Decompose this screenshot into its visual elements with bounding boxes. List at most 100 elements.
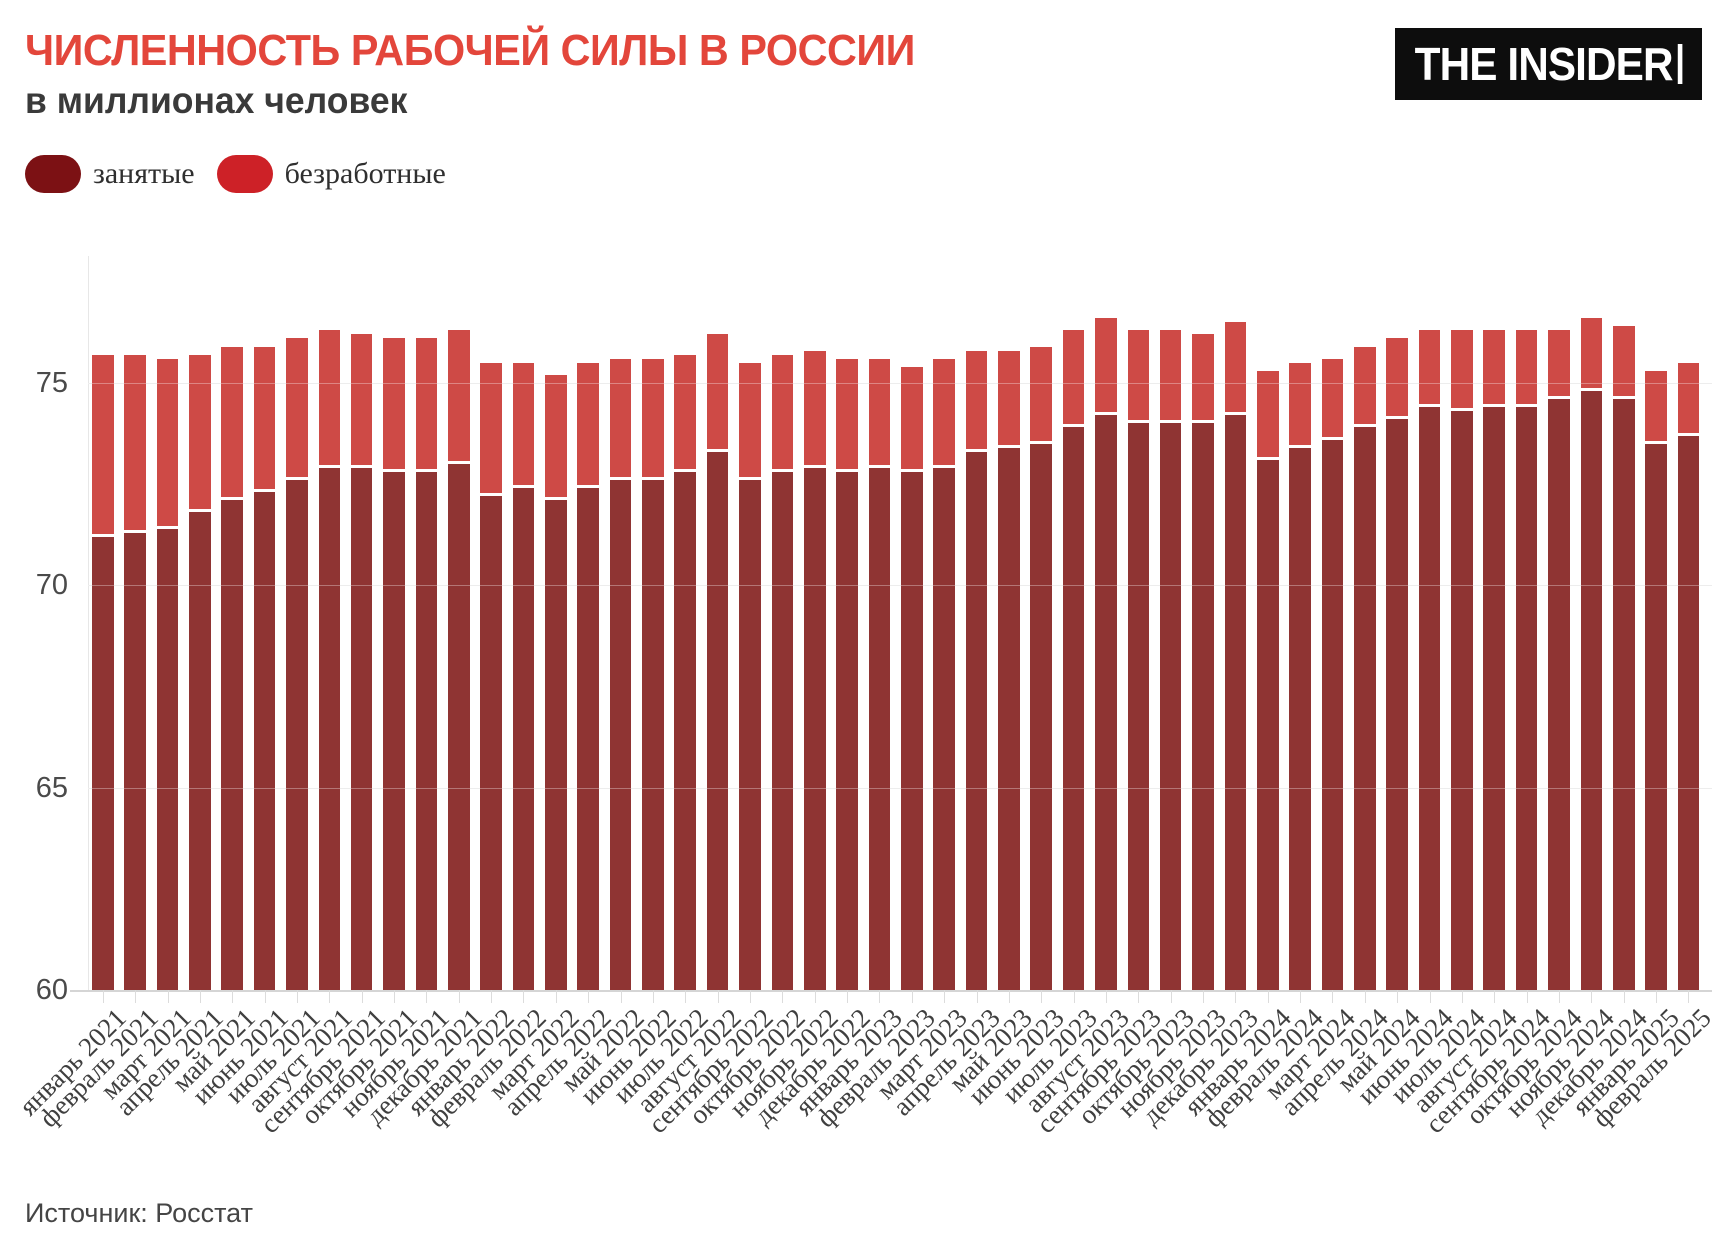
x-axis-tick bbox=[264, 990, 266, 1003]
bar-segment-employed bbox=[318, 467, 341, 990]
bar-segment-unemployed bbox=[642, 358, 664, 478]
legend-swatch-unemployed bbox=[216, 155, 273, 193]
bar-segment-unemployed bbox=[1095, 318, 1117, 413]
bar-segment-employed bbox=[836, 471, 858, 990]
legend-swatch-employed bbox=[25, 155, 81, 193]
x-axis-tick bbox=[652, 990, 654, 1003]
x-axis-tick bbox=[1591, 990, 1593, 1003]
x-axis-tick bbox=[1364, 990, 1366, 1003]
x-axis-tick bbox=[1494, 990, 1496, 1003]
x-axis-tick bbox=[879, 990, 881, 1003]
bar-segment-employed bbox=[1354, 427, 1376, 990]
bar-segment-employed bbox=[642, 480, 664, 990]
bar-segment-employed bbox=[480, 496, 502, 990]
source-note: Источник: Росстат bbox=[25, 1198, 253, 1228]
bar-segment-employed bbox=[415, 471, 438, 990]
x-axis-tick bbox=[588, 990, 590, 1003]
bar-segment-employed bbox=[1451, 411, 1473, 990]
gridline-65 bbox=[88, 787, 1712, 789]
x-axis-tick bbox=[1688, 990, 1690, 1003]
x-axis-tick bbox=[555, 990, 557, 1003]
bar-segment-unemployed bbox=[1386, 338, 1408, 417]
bar-segment-employed bbox=[1030, 443, 1053, 990]
bar-segment-employed bbox=[901, 471, 923, 990]
bar-segment-employed bbox=[92, 536, 114, 990]
x-axis-tick bbox=[167, 990, 169, 1003]
bar-segment-unemployed bbox=[545, 374, 567, 498]
x-axis-tick bbox=[1008, 990, 1010, 1003]
bar-segment-employed bbox=[253, 492, 276, 990]
bar-segment-employed bbox=[1483, 407, 1506, 990]
bar-segment-employed bbox=[189, 512, 211, 990]
bar-segment-unemployed bbox=[836, 358, 858, 469]
legend-label-unemployed: безработные bbox=[284, 157, 446, 190]
legend-item-employed: занятые bbox=[25, 155, 195, 193]
bar-segment-unemployed bbox=[1062, 330, 1085, 425]
bar-segment-unemployed bbox=[1192, 334, 1214, 421]
bar-segment-unemployed bbox=[447, 330, 470, 461]
bar-segment-employed bbox=[803, 467, 826, 990]
x-axis-tick bbox=[523, 990, 525, 1003]
legend: занятые безработные bbox=[25, 155, 446, 193]
bar-segment-unemployed bbox=[706, 334, 729, 449]
x-axis-tick bbox=[361, 990, 363, 1003]
x-axis-tick bbox=[847, 990, 849, 1003]
x-axis-tick bbox=[1203, 990, 1205, 1003]
x-axis-tick bbox=[1267, 990, 1269, 1003]
bar-segment-employed bbox=[1159, 423, 1182, 990]
bar-segment-unemployed bbox=[1677, 362, 1700, 433]
bar-segment-unemployed bbox=[415, 338, 438, 469]
bar-segment-unemployed bbox=[286, 338, 308, 478]
x-axis-tick bbox=[814, 990, 816, 1003]
bar-segment-employed bbox=[868, 467, 891, 990]
legend-item-unemployed: безработные bbox=[216, 155, 446, 193]
bar-segment-employed bbox=[1677, 435, 1700, 990]
bar-segment-unemployed bbox=[124, 354, 146, 530]
bar-segment-unemployed bbox=[1515, 330, 1538, 405]
logo-cursor-bar bbox=[1677, 44, 1683, 84]
bar-segment-employed bbox=[383, 471, 405, 990]
x-axis-tick bbox=[717, 990, 719, 1003]
x-axis-tick bbox=[1332, 990, 1334, 1003]
bar-segment-unemployed bbox=[318, 330, 341, 465]
bar-segment-unemployed bbox=[1483, 330, 1506, 405]
bar-segment-unemployed bbox=[577, 362, 599, 486]
bar-segment-employed bbox=[124, 532, 146, 990]
bar-segment-employed bbox=[545, 500, 567, 990]
bar-segment-employed bbox=[1095, 415, 1117, 990]
bar-segment-employed bbox=[1612, 399, 1635, 990]
bar-segment-unemployed bbox=[1354, 346, 1376, 425]
x-axis-tick bbox=[911, 990, 913, 1003]
bar-segment-unemployed bbox=[965, 350, 988, 449]
bar-segment-unemployed bbox=[1159, 330, 1182, 421]
chart-title: ЧИСЛЕННОСТЬ РАБОЧЕЙ СИЛЫ В РОССИИ bbox=[25, 26, 915, 75]
gridline-70 bbox=[88, 585, 1712, 587]
bar-segment-employed bbox=[1386, 419, 1408, 990]
bar-segment-unemployed bbox=[1418, 330, 1441, 405]
x-axis-tick bbox=[1170, 990, 1172, 1003]
gridline-overlay-65 bbox=[88, 787, 1712, 789]
x-axis-tick bbox=[232, 990, 234, 1003]
gridline-overlay-75 bbox=[88, 382, 1712, 384]
bar-segment-employed bbox=[1580, 391, 1603, 990]
x-axis-tick bbox=[296, 990, 298, 1003]
bar-segment-employed bbox=[1127, 423, 1150, 990]
bar-segment-unemployed bbox=[998, 350, 1020, 445]
bar-segment-unemployed bbox=[1321, 358, 1344, 437]
bar-segment-employed bbox=[350, 467, 373, 990]
bar-segment-employed bbox=[447, 463, 470, 990]
x-axis-tick bbox=[329, 990, 331, 1003]
bar-segment-employed bbox=[933, 467, 955, 990]
bar-segment-unemployed bbox=[771, 354, 794, 469]
bar-segment-unemployed bbox=[350, 334, 373, 465]
bar-segment-employed bbox=[706, 451, 729, 990]
x-axis-tick bbox=[1429, 990, 1431, 1003]
gridline-overlay-70 bbox=[88, 585, 1712, 587]
bar-segment-unemployed bbox=[1645, 370, 1667, 441]
bar-segment-employed bbox=[1515, 407, 1538, 990]
x-axis-tick bbox=[1105, 990, 1107, 1003]
x-axis-tick bbox=[976, 990, 978, 1003]
bar-segment-employed bbox=[609, 480, 632, 990]
bar-segment-employed bbox=[221, 500, 244, 990]
